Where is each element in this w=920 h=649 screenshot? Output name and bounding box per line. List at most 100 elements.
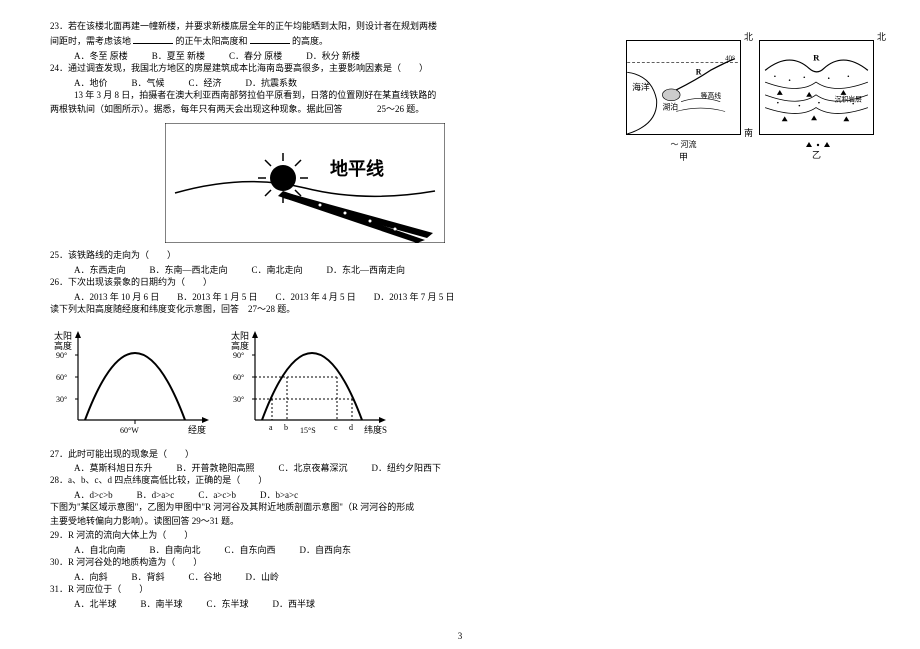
q27-opt-c: C．北京夜幕深沉 xyxy=(279,461,348,474)
map2-caption: 乙 xyxy=(759,148,874,161)
chart2-yt30: 30° xyxy=(233,395,244,404)
intro27: 读下列太阳高度随经度和纬度变化示意图，回答 27～28 题。 xyxy=(50,303,560,317)
q26-opt-d: D．2013 年 7 月 5 日 xyxy=(374,290,455,303)
intro25-l3: 25～26 题。 xyxy=(377,104,424,114)
chart2-xlabel: 纬度 xyxy=(364,424,382,435)
q28-options: A．d>c>b B．d>a>c C．a>c>b D．b>a>c xyxy=(50,488,560,501)
q25-opt-c: C．南北走向 xyxy=(252,263,303,276)
horizon-figure: 地平线 xyxy=(165,123,445,243)
chart2-x15: 15°S xyxy=(300,426,316,435)
map1-contour: 等高线 xyxy=(701,91,722,100)
map2-north: 北 xyxy=(877,30,886,43)
map2-rock: 沉积岩层 xyxy=(835,95,863,104)
chart2-xa: a xyxy=(269,423,273,432)
q23-opt-a: A．冬至 原楼 xyxy=(74,49,128,62)
q30-opt-d: D．山岭 xyxy=(246,570,280,583)
page-number: 3 xyxy=(458,631,463,641)
chart-longitude: 太阳 高度 90° 60° 30° 60°W 经度 xyxy=(50,325,215,440)
map-jia-wrap: 北 40° 海洋 湖泊 R 等高线 南 ～ 河流 xyxy=(626,40,741,163)
horizon-label: 地平线 xyxy=(330,158,384,179)
q27-opt-a: A．莫斯科旭日东升 xyxy=(74,461,153,474)
q31-text: 31．R 河应位于（ ） xyxy=(50,583,560,597)
chart1-xtick: 60°W xyxy=(120,426,139,435)
q23-blank1 xyxy=(133,34,173,44)
chart2-ylabel1: 太阳 xyxy=(231,330,249,341)
chart1-yt30: 30° xyxy=(56,395,67,404)
map2-legend-icons xyxy=(802,140,832,148)
q24-text: 24．通过调查发现，我国北方地区的房屋建筑成本比海南岛要高很多，主要影响因素是（… xyxy=(50,62,560,76)
q23-t2c: 的高度。 xyxy=(292,36,328,46)
chart2-s: S xyxy=(382,425,387,435)
q27-text: 27．此时可能出现的现象是（ ） xyxy=(50,448,560,462)
chart-latitude: 太阳 高度 90° 60° 30° a b 15°S c d 纬度 S xyxy=(227,325,392,440)
map1-r: R xyxy=(696,67,702,76)
q24-opt-a: A．地价 xyxy=(74,76,108,89)
q24-opt-b: B．气候 xyxy=(132,76,165,89)
q25-options: A．东西走向 B．东南—西北走向 C．南北走向 D．东北—西南走向 xyxy=(50,263,560,276)
q31-opt-b: B．南半球 xyxy=(141,597,183,610)
q23-opt-d: D．秋分 新楼 xyxy=(306,49,360,62)
map1-caption: 甲 xyxy=(626,150,741,163)
q28-opt-c: C．a>c>b xyxy=(198,488,236,501)
q30-opt-a: A．向斜 xyxy=(74,570,108,583)
q23-options: A．冬至 原楼 B．夏至 新楼 C．春分 原楼 D．秋分 新楼 xyxy=(50,49,560,62)
chart1-yt60: 60° xyxy=(56,373,67,382)
q25-opt-d: D．东北—西南走向 xyxy=(327,263,406,276)
q26-text: 26．下次出现该景象的日期约为（ ） xyxy=(50,276,560,290)
intro25-l1: 13 年 3 月 8 日，拍摄者在澳大利亚西南部努拉伯平原看到，日落的位置刚好在… xyxy=(50,89,560,103)
chart2-yt60: 60° xyxy=(233,373,244,382)
chart1-xlabel: 经度 xyxy=(188,424,206,435)
q25-text: 25．该铁路线的走向为（ ） xyxy=(50,249,560,263)
q28-text: 28．a、b、c、d 四点纬度高低比较，正确的是（ ） xyxy=(50,474,560,488)
q28-opt-d: D．b>a>c xyxy=(260,488,298,501)
map1-legend-river: 河流 xyxy=(681,140,697,149)
q30-opt-c: C．谷地 xyxy=(189,570,222,583)
q26-opt-a: A．2013 年 10 月 6 日 xyxy=(74,290,159,303)
q26-opt-c: C．2013 年 4 月 5 日 xyxy=(276,290,356,303)
map1-north: 北 xyxy=(744,30,753,43)
q27-options: A．莫斯科旭日东升 B．开普敦艳阳高照 C．北京夜幕深沉 D．纽约夕阳西下 xyxy=(50,461,560,474)
chart2-ylabel2: 高度 xyxy=(231,340,249,351)
q23-blank2 xyxy=(250,34,290,44)
map2-r: R xyxy=(813,53,820,63)
q29-opt-b: B．自南向北 xyxy=(150,543,201,556)
q30-options: A．向斜 B．背斜 C．谷地 D．山岭 xyxy=(50,570,560,583)
q29-opt-c: C．自东向西 xyxy=(225,543,276,556)
chart1-ylabel1: 太阳 xyxy=(54,330,72,341)
map1-lake: 湖泊 xyxy=(662,102,678,112)
q28-opt-a: A．d>c>b xyxy=(74,488,113,501)
chart1-yt90: 90° xyxy=(56,351,67,360)
chart2-xb: b xyxy=(284,423,288,432)
intro29-l2: 主要受地转偏向力影响）。读图回答 29～31 题。 xyxy=(50,515,560,529)
intro29-l1: 下图为"某区域示意图"，乙图为甲图中"R 河河谷及其附近地质剖面示意图"（R 河… xyxy=(50,501,560,515)
q31-options: A．北半球 B．南半球 C．东半球 D．西半球 xyxy=(50,597,560,610)
q23-line2: 间距时，需考虑该地 的正午太阳高度和 的高度。 xyxy=(50,34,560,49)
map1-south: 南 xyxy=(744,126,753,139)
map1-ocean: 海洋 xyxy=(632,81,650,92)
q27-opt-b: B．开普敦艳阳高照 xyxy=(177,461,255,474)
q23-opt-c: C．春分 原楼 xyxy=(229,49,282,62)
q24-opt-c: C．经济 xyxy=(189,76,222,89)
q26-options: A．2013 年 10 月 6 日 B．2013 年 1 月 5 日 C．201… xyxy=(50,290,560,303)
chart2-xd: d xyxy=(349,423,353,432)
q23-t2b: 的正午太阳高度和 xyxy=(176,36,248,46)
q23-line1: 23．若在该楼北面再建一幢新楼，并要求新楼底层全年的正午均能晒到太阳，则设计者在… xyxy=(50,20,560,34)
q26-opt-b: B．2013 年 1 月 5 日 xyxy=(177,290,257,303)
q29-opt-a: A．自北向南 xyxy=(74,543,126,556)
q24-opt-d: D．抗震系数 xyxy=(246,76,298,89)
q31-opt-a: A．北半球 xyxy=(74,597,117,610)
q30-opt-b: B．背斜 xyxy=(132,570,165,583)
chart1-ylabel2: 高度 xyxy=(54,340,72,351)
map-yi-wrap: 北 R 沉积岩层 xyxy=(759,40,874,163)
q30-text: 30．R 河河谷处的地质构造为（ ） xyxy=(50,556,560,570)
chart2-xc: c xyxy=(334,423,338,432)
intro25-l2row: 两根铁轨间（如图所示）。据悉，每年只有两天会出现这种现象。据此回答 25～26 … xyxy=(50,103,560,117)
q31-opt-c: C．东半球 xyxy=(207,597,249,610)
q25-opt-a: A．东西走向 xyxy=(74,263,126,276)
q24-options: A．地价 B．气候 C．经济 D．抗震系数 xyxy=(50,76,560,89)
map-yi: R 沉积岩层 xyxy=(759,40,874,135)
q23-opt-b: B．夏至 新楼 xyxy=(152,49,205,62)
q29-opt-d: D．自西向东 xyxy=(300,543,352,556)
q29-text: 29．R 河流的流向大体上为（ ） xyxy=(50,529,560,543)
map-jia: 40° 海洋 湖泊 R 等高线 xyxy=(626,40,741,135)
